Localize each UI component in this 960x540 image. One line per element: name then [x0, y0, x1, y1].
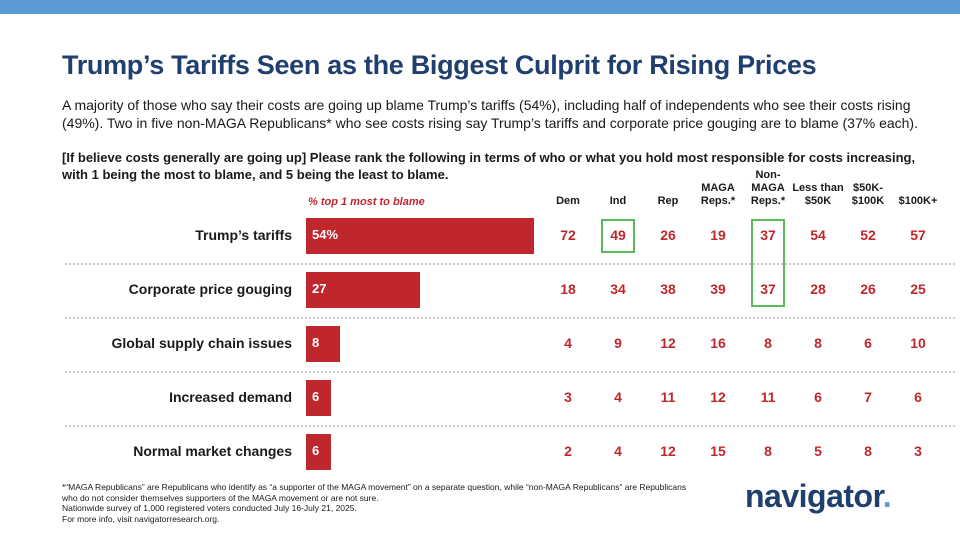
column-header-line: Ind: [609, 195, 627, 207]
table-cell: 28: [810, 281, 826, 297]
column-header-maga-reps: MAGA Reps.*: [688, 182, 748, 208]
table-cell: 25: [910, 281, 926, 297]
column-header-line: $50K-: [853, 182, 883, 194]
table-cell: 11: [760, 389, 776, 405]
bar-normal-market-changes: [306, 434, 331, 470]
column-header-line: Reps.*: [700, 195, 736, 207]
table-cell: 7: [864, 389, 872, 405]
column-header-dem: Dem: [538, 195, 598, 208]
row-divider: [65, 317, 955, 319]
top-accent-bar: [0, 0, 960, 14]
footnote-maga-definition: *“MAGA Republicans” are Republicans who …: [62, 482, 687, 503]
column-header-line: Reps.*: [750, 195, 786, 207]
table-cell: 6: [914, 389, 922, 405]
footnote-more-info: For more info, visit navigatorresearch.o…: [62, 513, 220, 524]
logo-dot: .: [882, 478, 892, 514]
table-cell: 16: [710, 335, 726, 351]
row-divider: [65, 425, 955, 427]
table-cell: 10: [910, 335, 926, 351]
bar-value-label: 6: [312, 443, 320, 458]
row-label-global-supply-chain-issues: Global supply chain issues: [111, 335, 293, 351]
table-cell: 3: [914, 443, 922, 459]
table-cell: 8: [864, 443, 872, 459]
row-label-increased-demand: Increased demand: [169, 389, 292, 405]
highlight-box-non-maga: [751, 219, 785, 307]
row-label-corporate-price-gouging: Corporate price gouging: [128, 281, 292, 297]
table-cell: 39: [710, 281, 726, 297]
table-cell: 12: [660, 335, 676, 351]
table-cell: 6: [864, 335, 872, 351]
bar-chart-header: % top 1 most to blame: [308, 196, 425, 208]
table-cell: 5: [814, 443, 822, 459]
column-header-50k-100k: $50K- $100K: [838, 182, 898, 208]
bar-value-label: 54%: [312, 227, 339, 242]
table-cell: 3: [564, 389, 572, 405]
table-cell: 12: [660, 443, 676, 459]
column-header-100k: $100K+: [888, 195, 948, 208]
row-divider: [65, 371, 955, 373]
table-cell: 4: [564, 335, 572, 351]
navigator-logo: navigator.: [745, 478, 892, 515]
logo-text: navigator: [745, 478, 883, 514]
column-header-non-maga-reps: Non- MAGA Reps.*: [738, 169, 798, 208]
table-cell: 38: [660, 281, 676, 297]
column-header-line: MAGA: [701, 182, 735, 194]
table-cell: 37: [760, 281, 776, 297]
table-cell: 8: [814, 335, 822, 351]
row-label-trump-s-tariffs: Trump’s tariffs: [195, 227, 292, 243]
row-divider: [65, 263, 955, 265]
table-cell: 4: [614, 389, 622, 405]
bar-value-label: 27: [312, 281, 327, 296]
column-header-line: MAGA: [751, 182, 785, 194]
column-header-ind: Ind: [588, 195, 648, 208]
table-cell: 6: [814, 389, 822, 405]
table-cell: 19: [710, 227, 726, 243]
page-title: Trump’s Tariffs Seen as the Biggest Culp…: [62, 50, 817, 80]
table-cell: 18: [560, 281, 576, 297]
table-cell: 15: [710, 443, 726, 459]
table-cell: 49: [610, 227, 626, 243]
table-cell: 54: [810, 227, 826, 243]
column-header-rep: Rep: [638, 195, 698, 208]
bar-increased-demand: [306, 380, 331, 416]
table-cell: 12: [710, 389, 726, 405]
table-cell: 4: [614, 443, 622, 459]
subtitle: A majority of those who say their costs …: [62, 97, 918, 131]
bar-trump-s-tariffs: [306, 218, 534, 254]
table-cell: 57: [910, 227, 926, 243]
table-cell: 72: [560, 227, 576, 243]
table-cell: 8: [764, 335, 772, 351]
highlight-box-ind: [601, 219, 635, 253]
survey-question: [If believe costs generally are going up…: [62, 150, 916, 182]
footnote-survey-info: Nationwide survey of 1,000 registered vo…: [62, 503, 357, 513]
column-header-less-than-50k: Less than $50K: [788, 182, 848, 208]
table-cell: 11: [660, 389, 676, 405]
bar-corporate-price-gouging: [306, 272, 420, 308]
table-cell: 26: [660, 227, 676, 243]
row-label-normal-market-changes: Normal market changes: [133, 443, 292, 459]
table-cell: 8: [764, 443, 772, 459]
bar-value-label: 8: [312, 335, 320, 350]
column-header-line: Dem: [556, 195, 580, 207]
column-header-line: $100K: [851, 195, 885, 207]
table-cell: 37: [760, 227, 776, 243]
bar-value-label: 6: [312, 389, 320, 404]
column-header-line: Rep: [657, 195, 679, 207]
column-header-line: Less than: [792, 182, 844, 194]
footnotes: *“MAGA Republicans” are Republicans who …: [62, 482, 702, 524]
table-cell: 52: [860, 227, 876, 243]
column-header-line: $50K: [804, 195, 832, 207]
table-cell: 34: [610, 281, 626, 297]
column-header-line: Non-: [755, 169, 781, 181]
table-cell: 2: [564, 443, 572, 459]
bar-global-supply-chain-issues: [306, 326, 340, 362]
table-cell: 9: [614, 335, 622, 351]
table-cell: 26: [860, 281, 876, 297]
column-header-line: $100K+: [898, 195, 938, 207]
